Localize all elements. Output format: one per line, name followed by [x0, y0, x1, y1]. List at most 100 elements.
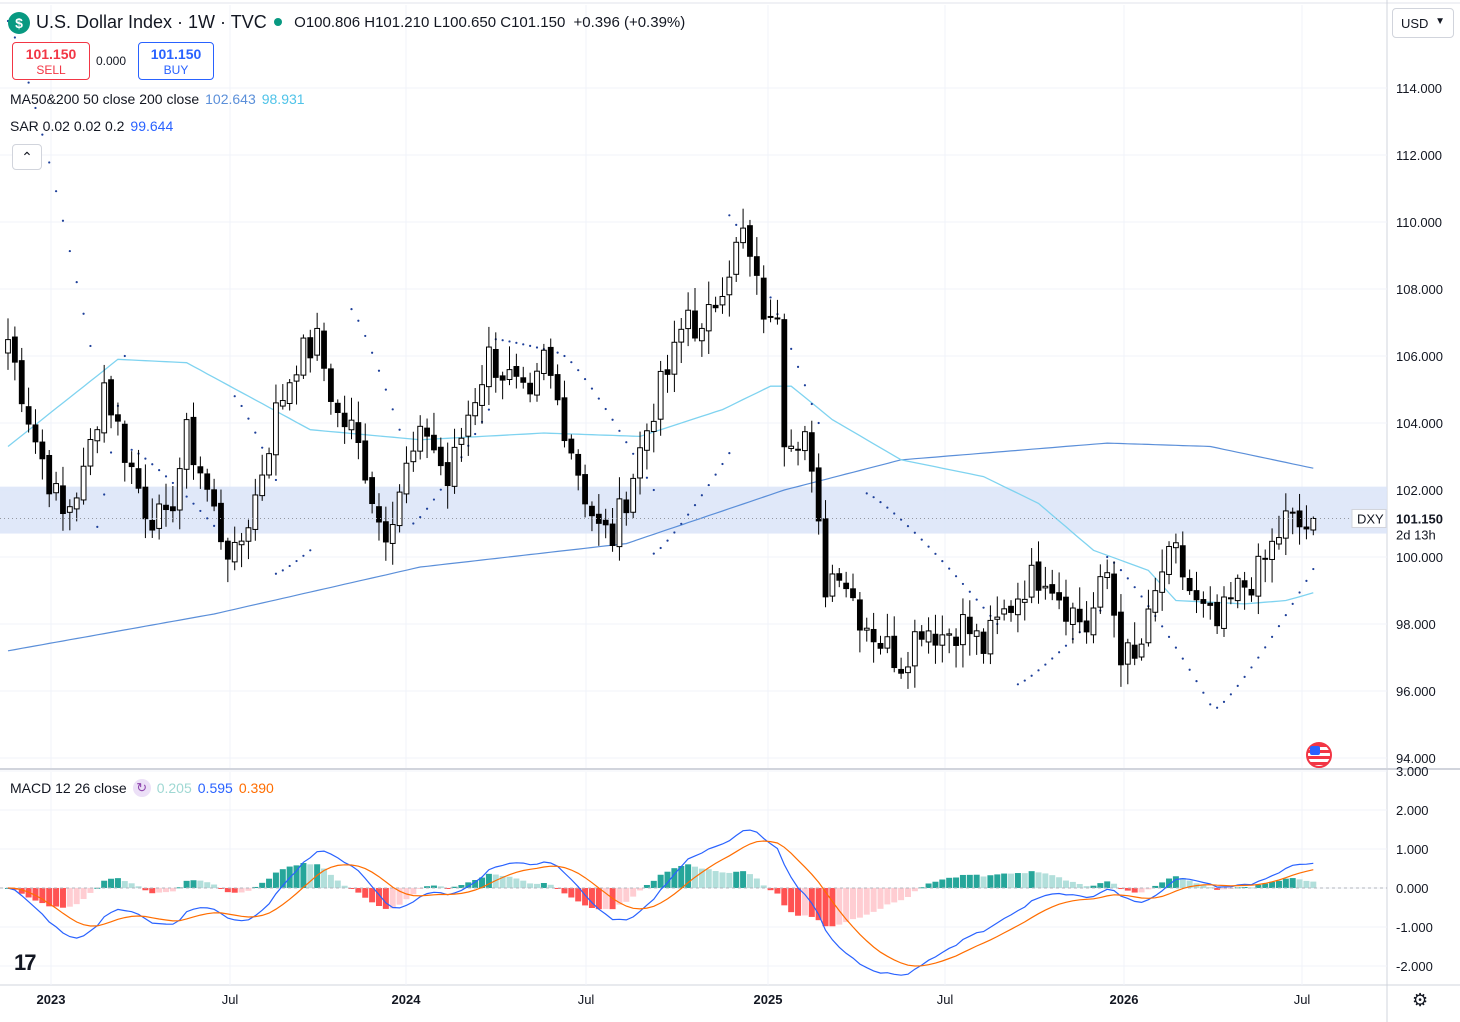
candle [1124, 638, 1131, 685]
sar-dot [728, 452, 731, 455]
candle-body [1269, 540, 1275, 560]
price-tick-label: 104.000 [1396, 416, 1443, 431]
candle-body [829, 573, 836, 597]
macd-bar [733, 871, 740, 888]
sync-icon[interactable]: ↻ [132, 779, 151, 797]
candle-body [300, 337, 307, 376]
sar-dot [934, 552, 937, 555]
market-status-icon [274, 18, 282, 26]
macd-legend[interactable]: MACD 12 26 close ↻ 0.205 0.595 0.390 [10, 779, 274, 797]
candle [156, 494, 163, 540]
time-axis[interactable]: 2023 Jul 2024 Jul 2025 Jul 2026 Jul [37, 992, 1311, 1007]
candle-body [767, 315, 774, 318]
candle [554, 364, 561, 406]
candle [733, 236, 740, 282]
price-tick-label: 114.000 [1396, 81, 1442, 96]
macd-bar [1008, 873, 1015, 888]
candle [211, 478, 217, 512]
candle-body [1276, 537, 1282, 545]
candle-body [753, 256, 760, 276]
candle-body [582, 474, 588, 505]
sar-dot [577, 369, 580, 372]
sar-dot [796, 365, 800, 369]
candle-body [1021, 598, 1028, 603]
candle-body [238, 540, 245, 546]
candle-body [506, 369, 513, 381]
candle [231, 526, 238, 571]
sar-dot [632, 452, 635, 455]
candle [1049, 569, 1056, 601]
macd-bar [561, 888, 568, 894]
sar-dot [206, 517, 209, 520]
candle-body [266, 453, 272, 476]
candle-body [1083, 620, 1090, 633]
candle-body [898, 668, 905, 674]
candle-body [101, 382, 108, 434]
macd-bar [953, 877, 960, 888]
candle [582, 464, 588, 518]
macd-bar [966, 874, 973, 888]
macd-bar [1014, 873, 1021, 888]
candle [547, 338, 554, 389]
sar-dot [968, 590, 971, 593]
candle-body [39, 441, 46, 460]
candle [987, 605, 994, 665]
macd-bar [135, 886, 142, 888]
macd-bar [643, 884, 650, 888]
candle-body [362, 440, 369, 481]
candle [101, 364, 108, 443]
macd-bar [918, 887, 925, 889]
macd-bar [101, 880, 108, 888]
candle [5, 318, 11, 370]
candle-body [534, 370, 540, 396]
time-tick-label: 2024 [392, 992, 422, 1007]
macd-bar [829, 888, 836, 927]
candle [1097, 564, 1104, 614]
sar-dot [673, 531, 676, 534]
price-tick-label: 100.000 [1396, 550, 1443, 565]
gear-icon[interactable]: ⚙ [1412, 990, 1429, 1010]
macd-axis[interactable]: 3.000 2.000 1.000 0.000 -1.000 -2.000 [1396, 764, 1433, 974]
candle-body [169, 506, 176, 512]
sar-dot [810, 402, 813, 406]
candle-body [705, 304, 712, 332]
candle-body [891, 635, 898, 669]
macd-bar [767, 888, 774, 891]
macd-bar [272, 872, 279, 888]
sar-dot [735, 223, 738, 226]
macd-bar [1166, 878, 1173, 888]
macd-bar [719, 872, 726, 888]
macd-bar [341, 885, 348, 888]
candle-body [1049, 584, 1056, 594]
macd-bar [53, 888, 60, 907]
candle [108, 375, 114, 429]
tradingview-logo[interactable]: 17 [14, 950, 37, 975]
sell-button[interactable]: 101.150 SELL [12, 42, 90, 80]
sar-dot [240, 404, 243, 408]
macd-bar [266, 878, 273, 888]
candle [142, 464, 149, 539]
macd-bar [1214, 888, 1221, 890]
macd-bar [87, 888, 94, 893]
candle [1021, 580, 1028, 621]
candle-body [774, 317, 781, 320]
candles [5, 208, 1317, 689]
collapse-legend-button[interactable]: ⌃ [12, 144, 42, 170]
sar-legend[interactable]: SAR 0.02 0.02 0.2 99.644 [10, 118, 173, 134]
candle [905, 651, 911, 689]
candle [925, 617, 932, 654]
ma-legend[interactable]: MA50&200 50 close 200 close 102.643 98.9… [10, 91, 305, 107]
candle [1241, 571, 1248, 610]
price-axis[interactable]: 114.000 112.000 110.000 108.000 106.000 104.0… [1396, 81, 1443, 766]
candle-body [760, 277, 767, 320]
chart-title[interactable]: U.S. Dollar Index · 1W · TVC [36, 12, 267, 32]
candle-body [486, 346, 492, 388]
us-flag-icon[interactable] [1306, 742, 1332, 768]
candle-body [73, 497, 80, 510]
currency-selector[interactable]: USD ▼ [1392, 8, 1454, 38]
macd-bar [774, 888, 781, 894]
buy-button[interactable]: 101.150 BUY [138, 42, 214, 80]
sar-dot [879, 501, 882, 504]
ohlc-readout: O100.806 H101.210 L100.650 C101.150 +0.3… [274, 14, 685, 31]
